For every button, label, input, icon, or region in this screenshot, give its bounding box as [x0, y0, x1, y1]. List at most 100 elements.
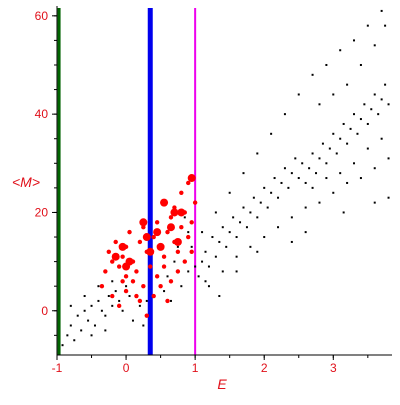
data-point — [252, 196, 255, 199]
data-point — [373, 167, 376, 170]
data-point — [332, 132, 335, 135]
data-point — [168, 215, 174, 220]
data-point — [183, 216, 186, 219]
x-tick-label: 1 — [192, 361, 199, 375]
data-point — [225, 245, 228, 248]
y-tick-label: 0 — [41, 304, 48, 318]
y-axis-title: <M> — [12, 174, 40, 190]
data-point — [373, 93, 376, 96]
data-point — [189, 220, 194, 225]
data-point — [380, 9, 383, 12]
data-point — [353, 39, 356, 42]
data-point — [359, 63, 362, 66]
data-point — [121, 309, 124, 312]
data-point — [218, 295, 221, 298]
y-tick-label: 60 — [35, 9, 49, 23]
data-point — [321, 142, 324, 145]
data-point — [387, 103, 390, 106]
data-point — [179, 224, 184, 230]
data-point — [359, 118, 362, 121]
data-point — [235, 255, 238, 258]
data-point — [346, 83, 349, 86]
data-point — [151, 293, 156, 299]
data-point — [207, 265, 210, 268]
data-point — [116, 303, 122, 309]
data-point — [304, 231, 307, 234]
data-point — [211, 236, 214, 239]
data-point — [384, 83, 387, 86]
data-point — [315, 172, 318, 175]
data-point — [239, 221, 242, 224]
data-point — [384, 24, 387, 27]
data-point — [87, 319, 90, 322]
data-point — [366, 24, 369, 27]
data-point — [142, 324, 145, 327]
data-point — [111, 252, 120, 261]
data-point — [290, 172, 293, 175]
data-point — [156, 242, 165, 251]
data-point — [146, 247, 155, 256]
data-point — [131, 319, 134, 322]
data-point — [166, 223, 175, 232]
data-point — [123, 288, 129, 294]
data-point — [304, 206, 307, 209]
data-point — [69, 324, 72, 327]
data-point — [194, 265, 197, 268]
data-point — [120, 279, 125, 284]
data-point — [290, 216, 293, 219]
data-point — [245, 226, 248, 229]
data-point — [187, 270, 190, 273]
data-point — [175, 249, 181, 254]
data-point — [283, 167, 286, 170]
data-point — [387, 157, 390, 160]
data-point — [380, 137, 383, 140]
data-point — [297, 93, 300, 96]
data-point — [130, 279, 136, 284]
data-point — [97, 285, 100, 288]
data-point — [165, 229, 170, 235]
data-point — [134, 293, 139, 299]
data-point — [353, 162, 356, 165]
data-point — [106, 249, 112, 254]
data-point — [118, 242, 127, 251]
data-point — [297, 177, 300, 180]
data-point — [342, 211, 345, 214]
data-point — [104, 314, 107, 317]
data-point — [249, 245, 252, 248]
data-point — [311, 73, 314, 76]
data-point — [166, 275, 169, 278]
data-point — [318, 201, 321, 204]
data-point — [118, 299, 121, 302]
data-point — [221, 270, 224, 273]
data-point — [346, 142, 349, 145]
data-point — [259, 201, 262, 204]
data-point — [170, 208, 179, 217]
data-point — [325, 162, 328, 165]
data-point — [139, 218, 148, 227]
data-point — [120, 254, 125, 259]
data-point — [187, 231, 190, 234]
data-point — [111, 280, 114, 283]
data-point — [359, 177, 362, 180]
data-point — [328, 147, 331, 150]
data-point — [76, 314, 79, 317]
data-point — [151, 234, 156, 240]
data-point — [83, 309, 86, 312]
data-point — [186, 234, 191, 240]
data-point — [373, 44, 376, 47]
data-point — [235, 236, 238, 239]
data-point — [113, 239, 118, 245]
data-point — [201, 231, 204, 234]
data-point — [214, 211, 217, 214]
data-point — [366, 147, 369, 150]
data-point — [138, 304, 141, 307]
data-point — [66, 334, 69, 337]
data-point — [182, 259, 187, 264]
data-point — [176, 245, 179, 248]
data-point — [123, 274, 129, 279]
data-point — [163, 290, 166, 293]
data-point — [165, 298, 170, 304]
data-point — [90, 334, 93, 337]
